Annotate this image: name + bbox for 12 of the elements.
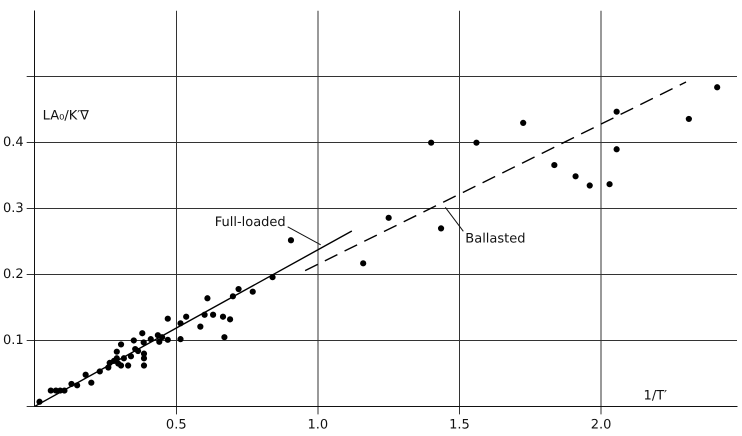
x-tick-label: 1.5	[449, 418, 470, 433]
y-tick-label: 0.3	[2, 200, 24, 216]
y-tick-label: 0.4	[2, 135, 24, 150]
y-axis-title: LA₀/K′∇	[42, 108, 90, 124]
annotation: Full-loaded	[214, 215, 286, 230]
annotation: Ballasted	[465, 232, 526, 247]
x-tick-label: 2.0	[590, 418, 612, 433]
x-tick-label: 0.5	[166, 418, 187, 433]
x-axis-title: 1/T′	[644, 388, 668, 404]
x-tick-label: 1.0	[308, 418, 328, 433]
y-tick-label: 0.1	[2, 332, 24, 348]
y-tick-label: 0.2	[2, 266, 24, 282]
